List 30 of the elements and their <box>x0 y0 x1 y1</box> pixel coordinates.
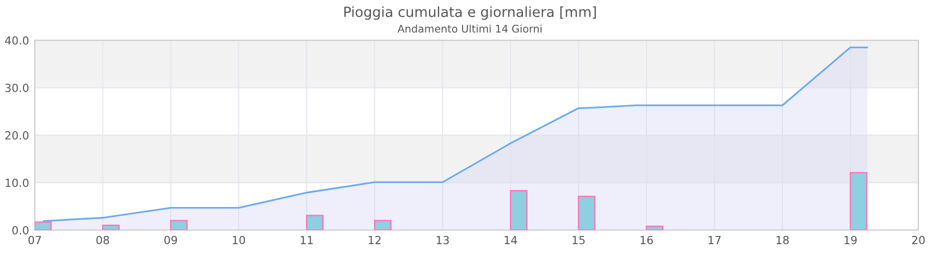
bar <box>850 172 868 230</box>
x-tick-label: 19 <box>844 236 857 244</box>
bar <box>578 196 596 230</box>
x-tick-label: 11 <box>300 236 313 244</box>
x-tick-label: 15 <box>572 236 585 244</box>
x-tick-label: 10 <box>232 236 246 244</box>
bar <box>306 214 324 230</box>
x-tick-label: 17 <box>708 236 721 244</box>
x-tick-label: 14 <box>504 236 518 244</box>
y-tick-label: 40.0 <box>5 36 28 45</box>
x-tick-label: 08 <box>96 236 110 244</box>
x-tick-label: 20 <box>912 236 925 244</box>
bar <box>510 190 528 230</box>
y-tick-label: 20.0 <box>5 131 28 140</box>
chart-title: Pioggia cumulata e giornaliera [mm] <box>344 6 596 20</box>
chart-subtitle: Andamento Ultimi 14 Giorni <box>398 24 542 33</box>
bar <box>374 220 392 230</box>
bar <box>34 221 52 230</box>
bar <box>170 220 188 230</box>
x-tick-label: 07 <box>28 236 41 244</box>
x-tick-label: 13 <box>436 236 449 244</box>
y-tick-label: 30.0 <box>5 84 28 92</box>
y-tick-label: 10.0 <box>6 178 28 188</box>
x-tick-label: 18 <box>776 236 789 244</box>
bar <box>646 226 664 230</box>
x-tick-label: 16 <box>640 236 653 244</box>
x-tick-label: 09 <box>164 236 178 244</box>
y-tick-label: 0.0 <box>12 226 28 234</box>
bar <box>102 224 120 230</box>
x-tick-label: 12 <box>368 236 381 244</box>
